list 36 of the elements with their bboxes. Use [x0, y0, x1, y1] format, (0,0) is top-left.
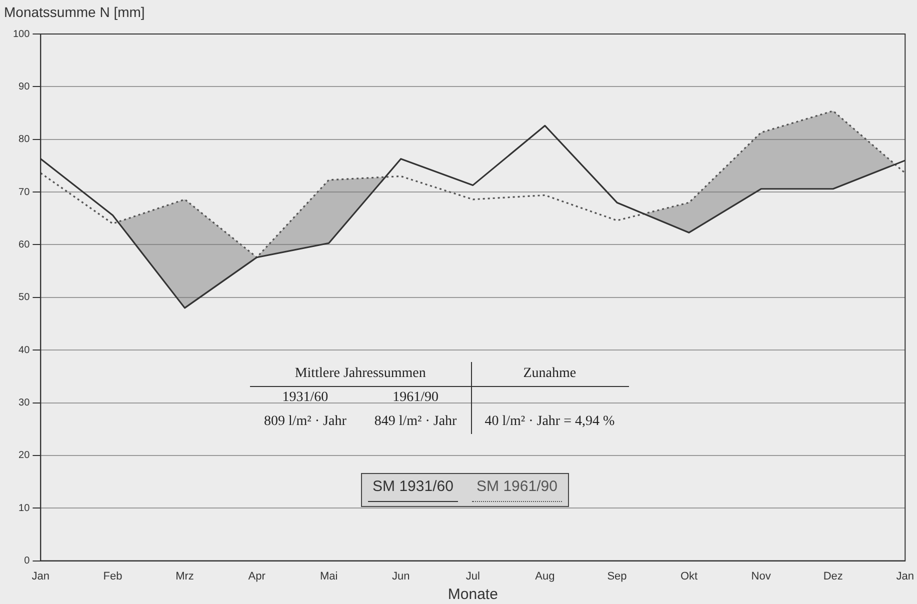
x-tick-label: Jul: [466, 570, 480, 582]
x-tick-label: Dez: [823, 570, 843, 582]
y-tick-label: 60: [18, 239, 30, 250]
x-tick-label: Sep: [607, 570, 627, 582]
y-axis-title: Monatssumme N [mm]: [4, 4, 145, 20]
y-tick-label: 40: [18, 344, 30, 356]
y-tick-label: 50: [18, 292, 30, 304]
y-tick-label: 70: [18, 186, 30, 198]
x-axis-title: Monate: [448, 586, 498, 604]
y-tick-label: 80: [18, 134, 30, 146]
y-tick-label: 20: [18, 450, 30, 462]
y-tick-label: 30: [18, 398, 30, 409]
annotation: 40 l/m² · Jahr = 4,94 %: [484, 413, 616, 431]
annotation: 1961/90: [392, 389, 440, 407]
annotation: 809 l/m² · Jahr: [263, 413, 348, 431]
text: SM 1961/90: [476, 478, 558, 495]
line-series: [40, 110, 906, 258]
annotation: Mittlere Jahressummen: [294, 365, 427, 383]
x-tick-label: Jan: [896, 570, 914, 582]
x-tick-label: Nov: [751, 570, 772, 582]
x-tick-label: Jun: [392, 570, 410, 582]
x-tick-label: Mrz: [176, 570, 194, 582]
x-tick-label: Mai: [320, 570, 338, 582]
x-tick-label: Feb: [103, 570, 122, 582]
y-tick-label: 100: [12, 28, 30, 40]
annotation: 1931/60: [281, 389, 330, 407]
y-tick-label: 10: [18, 502, 30, 514]
annotation: Zunahme: [522, 365, 578, 383]
x-tick-label: Okt: [680, 570, 698, 582]
x-tick-label: Jan: [32, 570, 50, 582]
y-tick-label: 90: [18, 81, 30, 92]
x-tick-label: Apr: [248, 570, 266, 582]
text: SM 1931/60: [372, 478, 454, 495]
y-tick-label: 0: [24, 556, 30, 567]
x-tick-label: Aug: [535, 570, 555, 582]
annotation: 849 l/m² · Jahr: [373, 413, 458, 431]
